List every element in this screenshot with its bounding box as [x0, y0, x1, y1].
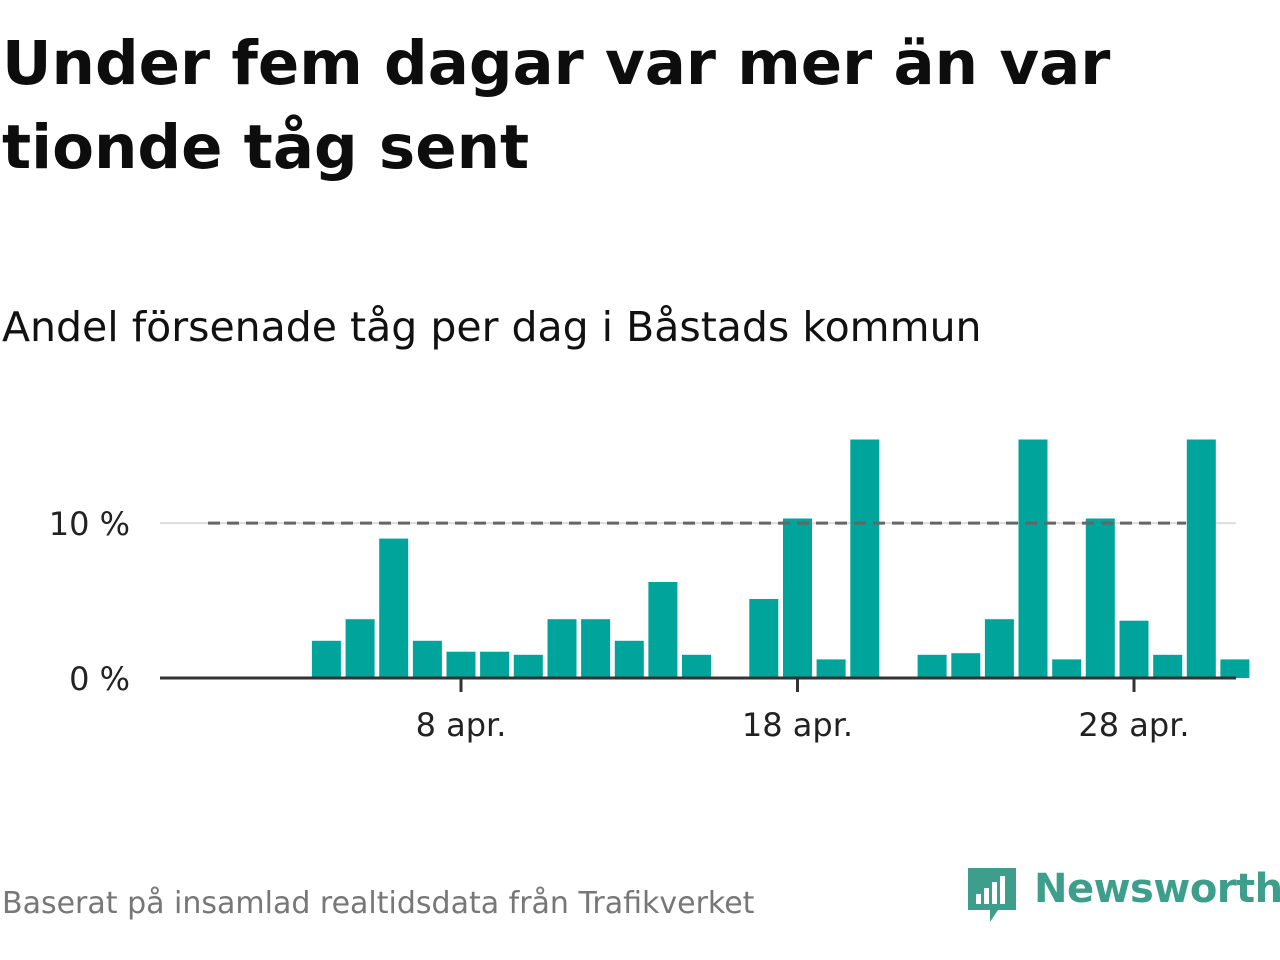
bar-day-31: [1220, 659, 1250, 678]
bar-day-24: [984, 619, 1014, 678]
bar-day-27: [1085, 518, 1115, 678]
bar-day-11: [547, 619, 577, 678]
newsworthy-logo-icon: [968, 868, 1016, 922]
bar-day-5: [345, 619, 375, 678]
chart-subtitle: Andel försenade tåg per dag i Båstads ko…: [2, 303, 982, 351]
source-note: Baserat på insamlad realtidsdata från Tr…: [2, 886, 755, 921]
y-tick-label: 0 %: [69, 660, 130, 698]
bar-day-14: [648, 582, 678, 678]
bar-day-25: [1018, 439, 1048, 678]
bar-day-15: [682, 654, 711, 678]
x-tick-label: 18 apr.: [742, 706, 853, 744]
brand-logo: Newsworthy: [964, 862, 1280, 932]
bar-day-19: [816, 659, 846, 678]
bar-day-18: [783, 518, 812, 678]
brand-name: Newsworthy: [1034, 866, 1280, 912]
x-tick-label: 8 apr.: [416, 706, 507, 744]
bar-series: [311, 439, 1250, 678]
x-tick-label: 28 apr.: [1078, 706, 1189, 744]
axes: 0 % 10 % 8 apr. 18 apr. 28 apr.: [49, 505, 1236, 744]
bar-day-22: [917, 654, 947, 678]
bar-day-20: [850, 439, 880, 678]
bar-day-9: [480, 651, 510, 678]
bar-day-8: [446, 651, 476, 678]
bar-day-13: [614, 640, 644, 678]
bar-day-26: [1052, 659, 1082, 678]
bar-chart: 0 % 10 % 8 apr. 18 apr. 28 apr.: [49, 439, 1250, 744]
chart-title: Under fem dagar var mer än var tionde tå…: [2, 28, 1111, 183]
bar-day-12: [581, 619, 611, 678]
bar-day-4: [311, 640, 341, 678]
bar-day-28: [1119, 620, 1149, 678]
y-tick-label: 10 %: [49, 505, 130, 543]
bar-day-7: [412, 640, 442, 678]
bar-day-23: [951, 653, 981, 678]
bar-day-10: [513, 654, 543, 678]
bar-day-30: [1186, 439, 1216, 678]
bar-day-17: [749, 599, 779, 678]
bar-day-29: [1153, 654, 1183, 678]
bar-day-6: [379, 538, 409, 678]
